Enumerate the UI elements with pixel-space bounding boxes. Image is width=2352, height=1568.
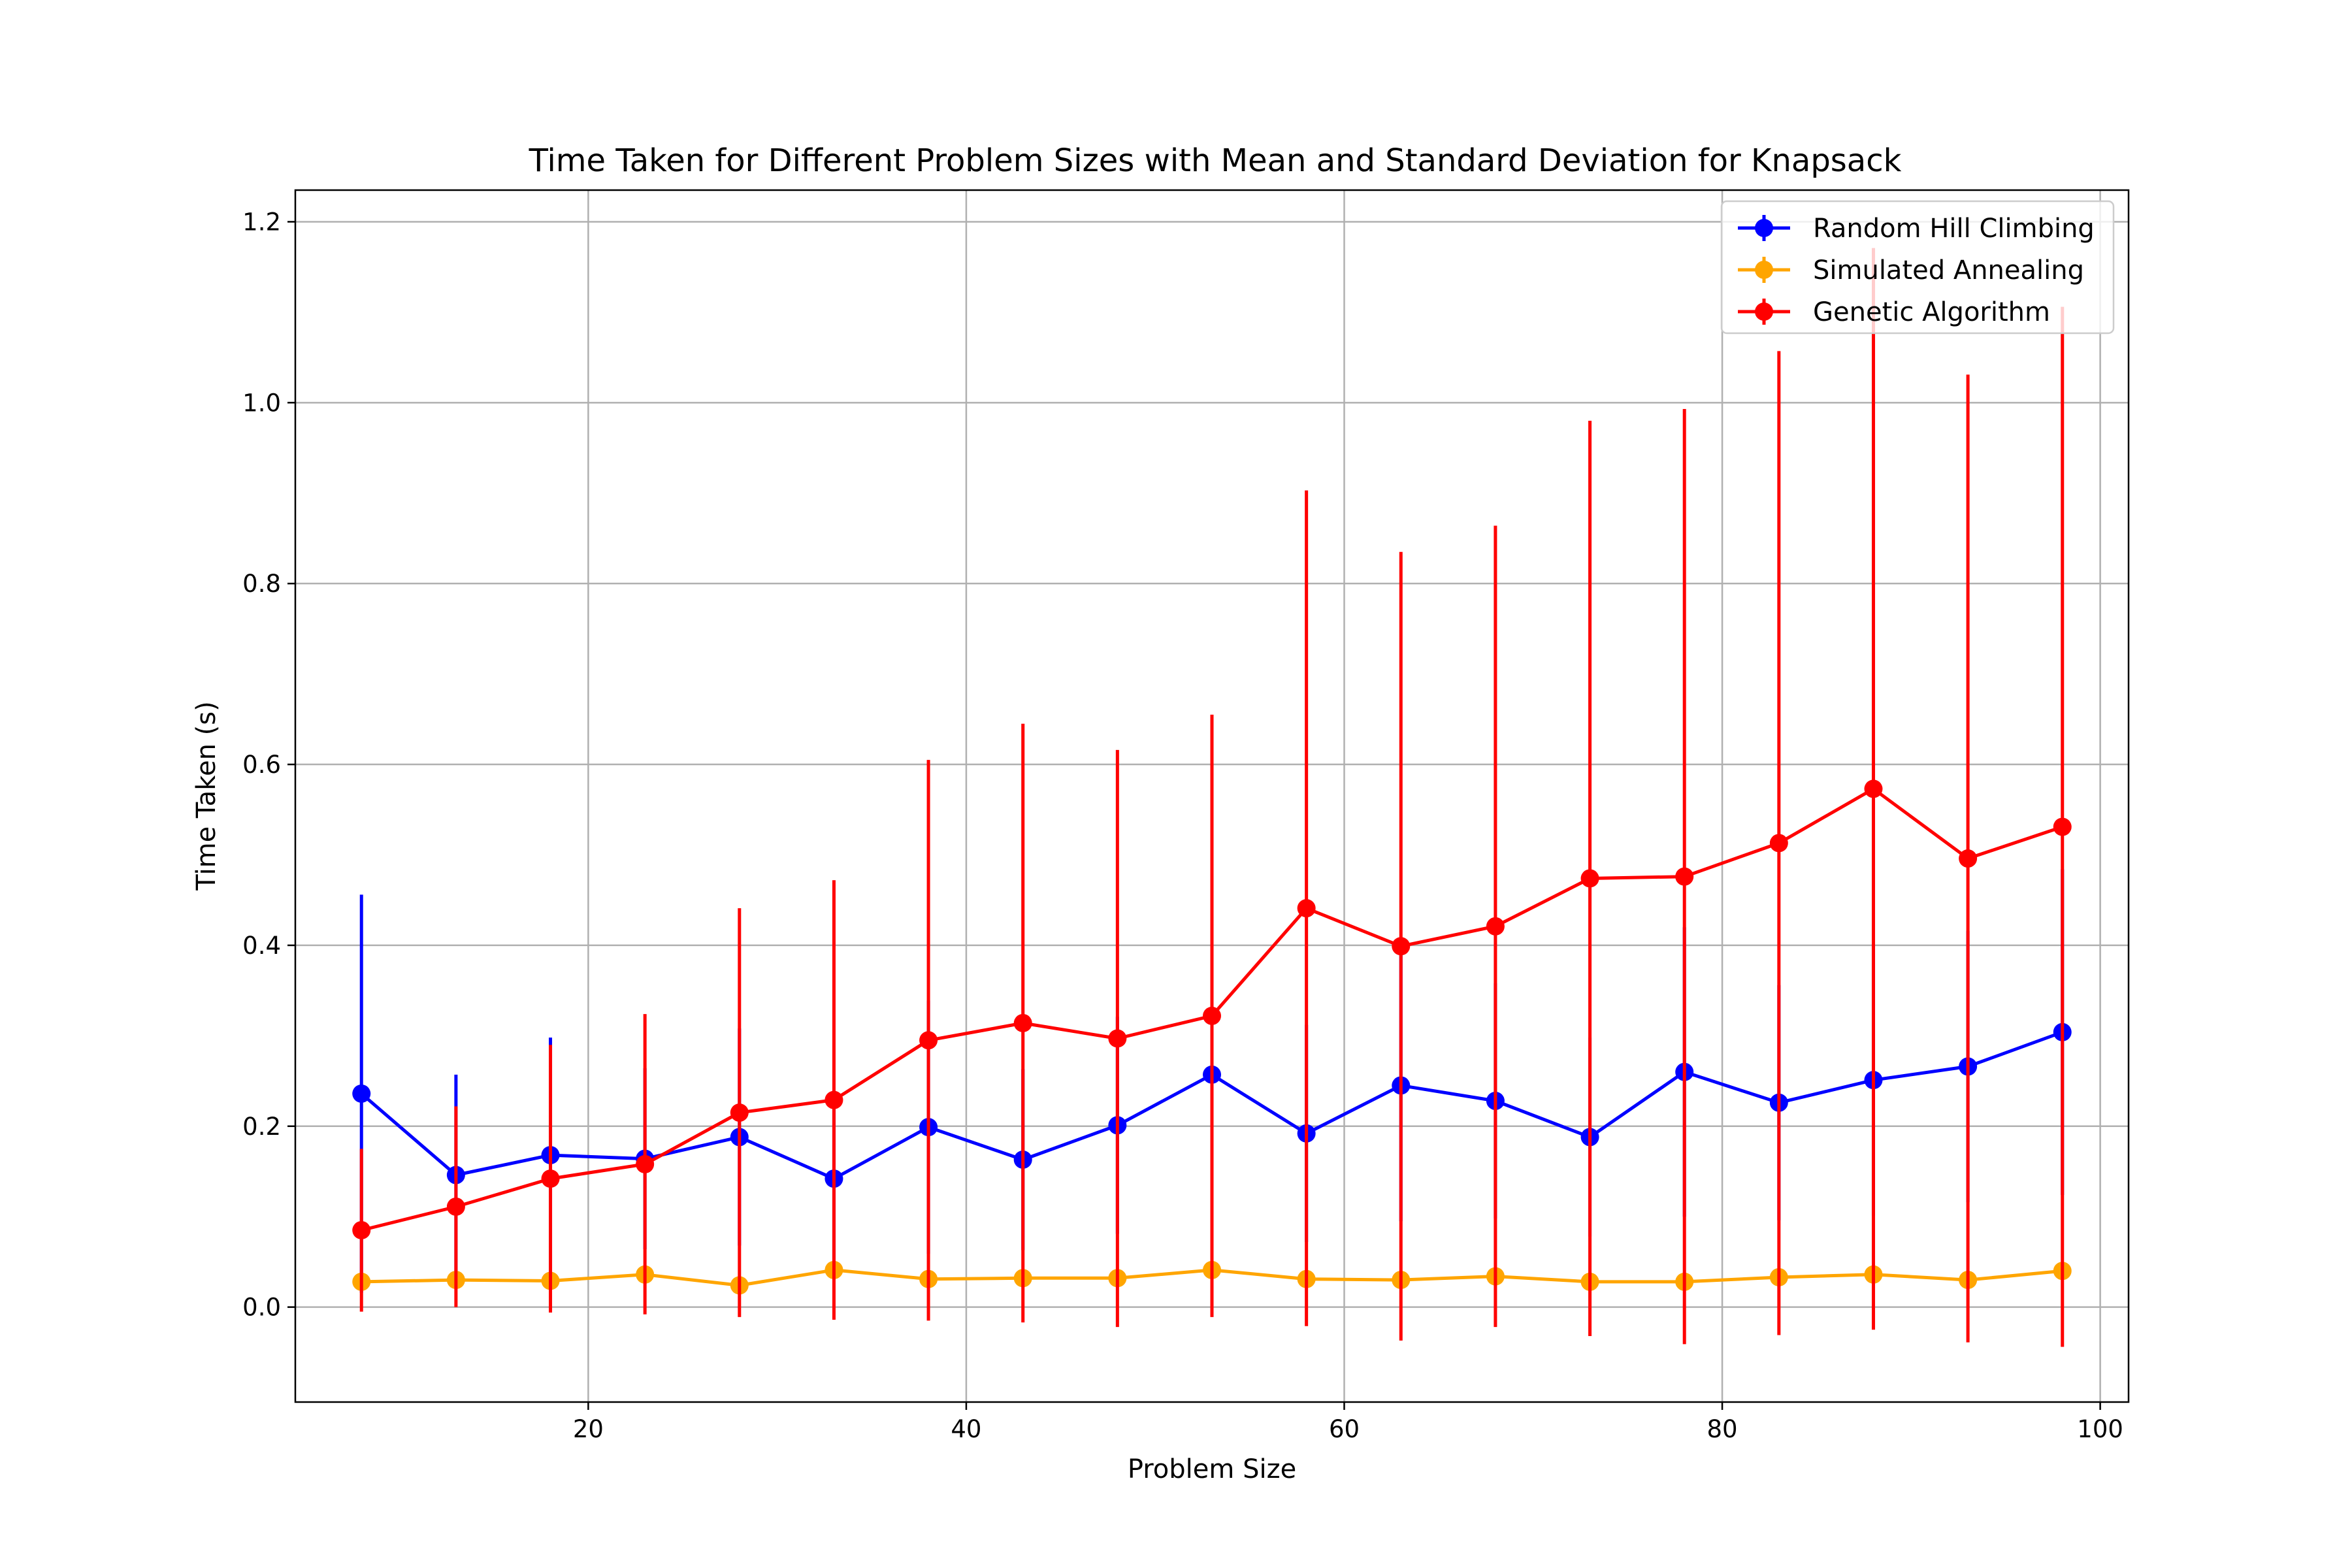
legend-marker-genetic-algorithm	[1755, 302, 1773, 321]
genetic-algorithm-point	[1675, 867, 1694, 886]
genetic-algorithm-point	[446, 1197, 465, 1216]
genetic-algorithm-point	[1959, 849, 1978, 868]
genetic-algorithm-point	[825, 1090, 843, 1109]
y-tick-label: 1.0	[242, 389, 281, 417]
random-hill-climbing-point	[352, 1084, 371, 1103]
series-layer	[352, 248, 2072, 1347]
genetic-algorithm-point	[1486, 917, 1505, 936]
legend-label-random-hill-climbing: Random Hill Climbing	[1813, 214, 2095, 244]
legend-label-genetic-algorithm: Genetic Algorithm	[1813, 297, 2050, 327]
y-tick-label: 0.4	[242, 932, 281, 960]
legend-marker-random-hill-climbing	[1755, 219, 1773, 237]
x-tick-label: 100	[2077, 1415, 2123, 1443]
chart-title: Time Taken for Different Problem Sizes w…	[529, 142, 1902, 179]
genetic-algorithm-point	[730, 1103, 749, 1122]
x-tick-label: 20	[573, 1415, 604, 1443]
genetic-algorithm-point	[1108, 1029, 1127, 1048]
genetic-algorithm-point	[1203, 1006, 1221, 1025]
genetic-algorithm-point	[919, 1031, 938, 1050]
genetic-algorithm-point	[541, 1169, 560, 1188]
x-axis-label: Problem Size	[1128, 1454, 1296, 1484]
y-tick-label: 0.6	[242, 751, 281, 779]
series-genetic-algorithm	[352, 248, 2072, 1347]
legend-frame	[1720, 200, 2115, 335]
legend-label-simulated-annealing: Simulated Annealing	[1813, 255, 2084, 286]
genetic-algorithm-point	[352, 1220, 371, 1239]
y-tick-label: 1.2	[242, 208, 281, 236]
y-tick-label: 0.2	[242, 1113, 281, 1141]
genetic-algorithm-point	[1769, 834, 1788, 853]
plot-frame	[294, 189, 2130, 1403]
legend: Random Hill Climbing Simulated Annealing G…	[1720, 200, 2115, 335]
genetic-algorithm-point	[2053, 817, 2072, 836]
genetic-algorithm-point	[1297, 899, 1316, 918]
genetic-algorithm-point	[1864, 779, 1883, 798]
genetic-algorithm-markers	[352, 779, 2072, 1239]
genetic-algorithm-point	[1580, 869, 1599, 888]
legend-marker-simulated-annealing	[1755, 261, 1773, 279]
x-tick-label: 80	[1707, 1415, 1738, 1443]
genetic-algorithm-point	[1392, 937, 1411, 956]
x-axis-ticks: 20 40 60 80 100	[573, 1402, 2123, 1443]
genetic-algorithm-point	[1013, 1013, 1032, 1032]
y-tick-label: 0.0	[242, 1294, 281, 1322]
genetic-algorithm-point	[636, 1154, 655, 1173]
x-tick-label: 40	[951, 1415, 981, 1443]
y-axis-label: Time Taken (s)	[191, 701, 221, 890]
x-tick-label: 60	[1329, 1415, 1360, 1443]
y-axis-ticks: 0.0 0.2 0.4 0.6 0.8 1.0 1.2	[242, 208, 295, 1322]
y-tick-label: 0.8	[242, 570, 281, 598]
